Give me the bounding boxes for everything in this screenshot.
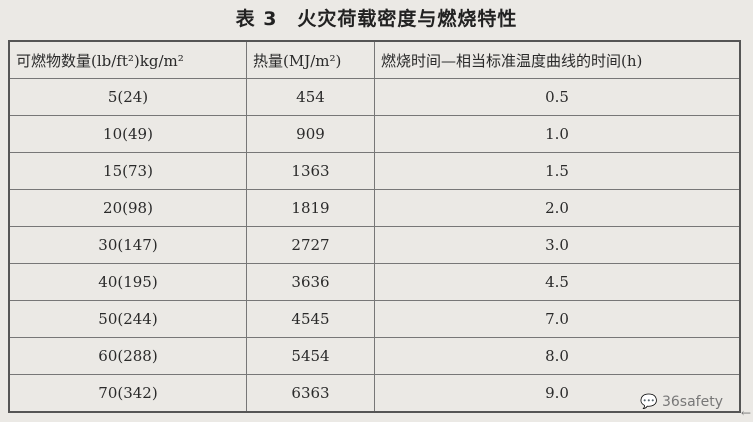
cell-heat: 6363 [246,374,375,413]
cell-amount: 60(288) [8,337,247,375]
cell-heat: 909 [246,115,375,153]
cell-burn-time: 4.5 [374,263,741,301]
cell-amount: 70(342) [8,374,247,413]
table-title: 表 3 火灾荷载密度与燃烧特性 [235,8,518,30]
cell-heat: 454 [246,78,375,116]
cell-burn-time: 3.0 [374,226,741,264]
cell-amount: 50(244) [8,300,247,338]
fire-load-table: 可燃物数量(lb/ft²)kg/m² 热量(MJ/m²) 燃烧时间—相当标准温度… [8,40,741,413]
table-row: 10(49) 909 1.0 [8,115,741,153]
watermark: 💬 36safety [640,394,723,410]
cell-heat: 1363 [246,152,375,190]
cell-heat: 5454 [246,337,375,375]
cell-amount: 20(98) [8,189,247,227]
cell-burn-time: 1.0 [374,115,741,153]
return-arrow-icon: ← [740,406,751,420]
watermark-text: 36safety [661,394,723,410]
cell-burn-time: 9.0 [374,374,741,413]
cell-amount: 40(195) [8,263,247,301]
table-row: 5(24) 454 0.5 [8,78,741,116]
header-combustible-amount: 可燃物数量(lb/ft²)kg/m² [8,40,247,79]
cell-burn-time: 0.5 [374,78,741,116]
table-row: 30(147) 2727 3.0 [8,226,741,264]
cell-amount: 15(73) [8,152,247,190]
wechat-icon: 💬 [640,394,658,410]
cell-burn-time: 7.0 [374,300,741,338]
cell-burn-time: 8.0 [374,337,741,375]
cell-heat: 3636 [246,263,375,301]
table-row: 20(98) 1819 2.0 [8,189,741,227]
table-row: 60(288) 5454 8.0 [8,337,741,375]
cell-amount: 10(49) [8,115,247,153]
cell-burn-time: 2.0 [374,189,741,227]
table-header-row: 可燃物数量(lb/ft²)kg/m² 热量(MJ/m²) 燃烧时间—相当标准温度… [8,40,741,79]
cell-heat: 2727 [246,226,375,264]
table-row: 15(73) 1363 1.5 [8,152,741,190]
cell-heat: 1819 [246,189,375,227]
table-row: 40(195) 3636 4.5 [8,263,741,301]
header-heat: 热量(MJ/m²) [246,40,375,79]
cell-amount: 30(147) [8,226,247,264]
table-row: 70(342) 6363 9.0 [8,374,741,413]
cell-amount: 5(24) [8,78,247,116]
cell-burn-time: 1.5 [374,152,741,190]
cell-heat: 4545 [246,300,375,338]
header-burn-time: 燃烧时间—相当标准温度曲线的时间(h) [374,40,741,79]
table-row: 50(244) 4545 7.0 [8,300,741,338]
